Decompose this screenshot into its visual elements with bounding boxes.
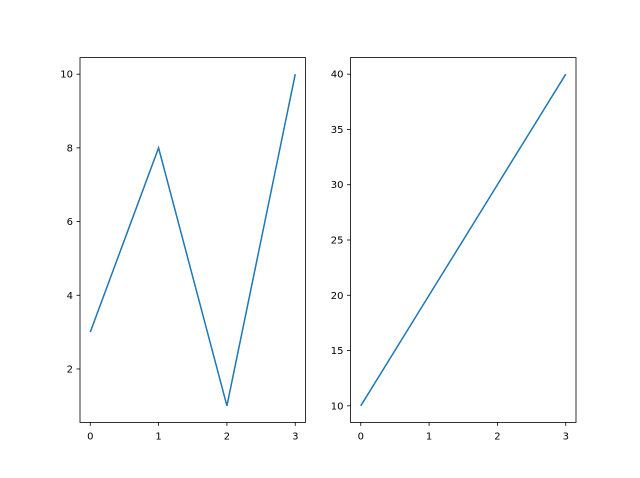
x-tick-label: 1 (426, 431, 432, 442)
y-tick-label: 15 (331, 346, 344, 357)
axes-frame (79, 57, 306, 423)
y-tick-label: 20 (331, 291, 344, 302)
series-line (89, 74, 296, 407)
y-tick-label: 4 (67, 291, 73, 302)
x-tick-label: 0 (358, 431, 364, 442)
y-tick-label: 35 (331, 125, 344, 136)
x-tick-label: 2 (224, 431, 230, 442)
y-tick-label: 10 (331, 401, 344, 412)
x-tick-label: 0 (87, 431, 93, 442)
y-tick-label: 8 (67, 143, 73, 154)
y-tick-label: 40 (331, 70, 344, 81)
y-tick-label: 30 (331, 180, 344, 191)
y-tick-label: 25 (331, 236, 344, 247)
x-tick-label: 2 (494, 431, 500, 442)
subplot-2: 0 1 2 3 10 15 20 25 30 35 40 (331, 57, 577, 442)
y-tick-label: 2 (67, 364, 73, 375)
subplot-1: 0 1 2 3 2 4 6 8 10 (60, 57, 306, 442)
y-tick-label: 6 (67, 217, 73, 228)
x-tick-label: 3 (292, 431, 298, 442)
series-line (360, 73, 567, 407)
y-tick-label: 10 (60, 70, 73, 81)
x-tick-label: 1 (155, 431, 161, 442)
x-tick-label: 3 (563, 431, 569, 442)
